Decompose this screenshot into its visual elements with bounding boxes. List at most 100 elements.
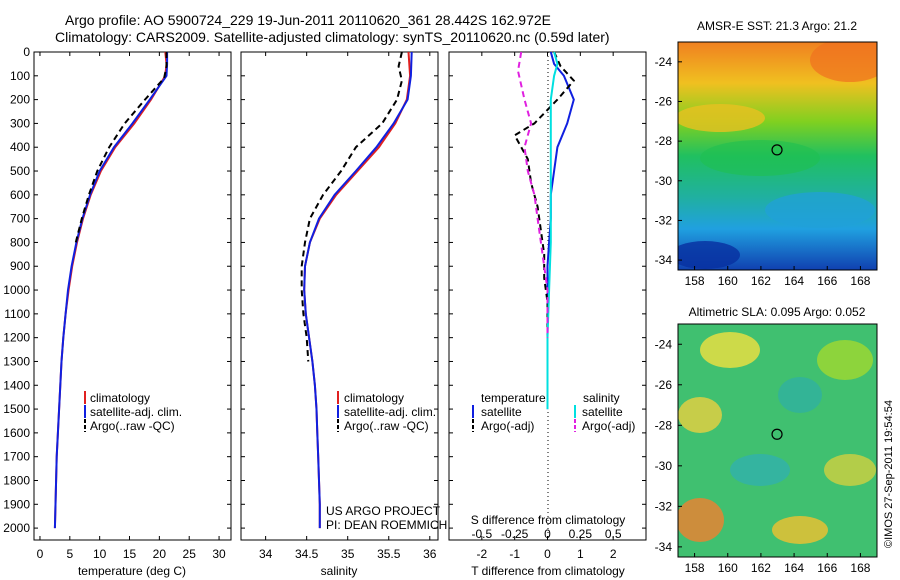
x-tick-label: -1	[509, 547, 520, 561]
sst-map-ticks: 158 160 162 164 166 168 -24 -26 -28 -30 -32 -34	[655, 55, 871, 288]
s-tick-label: 0.5	[605, 527, 622, 541]
sla-low-1	[778, 377, 822, 413]
difference-legend: temperature salinity satellite Argo(-adj…	[472, 391, 635, 433]
depth-y-ticks: 0 100 200 300 400 500 600 700 800 900 1000 1100 1200…	[3, 45, 231, 535]
sla-map-frame	[677, 323, 878, 558]
pi-label: PI: DEAN ROEMMICH	[326, 518, 447, 532]
x-tick-label: -2	[476, 547, 487, 561]
sla-high-1	[700, 332, 760, 368]
x-tick-label: 0	[37, 547, 44, 561]
sla-heatmap	[678, 324, 877, 557]
map-x-tick-label: 166	[817, 274, 837, 288]
legend-header-temperature: temperature	[481, 391, 546, 405]
map-x-tick-label: 162	[751, 274, 771, 288]
series-line-1	[303, 51, 413, 529]
s-difference-label: S difference from climatology	[471, 513, 626, 527]
y-tick-label: 2000	[3, 521, 30, 535]
y-tick-label: 0	[23, 45, 30, 59]
legend-label-satellite-adj: satellite-adj. clim.	[344, 405, 436, 419]
salinity-profile-panel: 34 34.5 35 35.5 36 climatology satellite-adj…	[240, 51, 447, 578]
y-tick-label: 1000	[3, 283, 30, 297]
s-tick-label: -0.5	[471, 527, 492, 541]
map-y-tick-label: -28	[655, 418, 673, 432]
difference-x-ticks: -2 -1 0 1 2	[476, 52, 617, 561]
map-y-tick-label: -26	[655, 378, 673, 392]
s-tick-label: 0.25	[569, 527, 593, 541]
x-tick-label: 36	[423, 547, 437, 561]
salinity-plot-frame	[240, 51, 439, 541]
y-tick-label: 500	[10, 164, 30, 178]
difference-series	[513, 51, 576, 410]
sst-warm-band	[678, 104, 765, 132]
map-x-tick-label: 164	[784, 274, 804, 288]
temperature-series	[53, 51, 169, 529]
temperature-legend: climatology satellite-adj. clim. Argo(..…	[84, 391, 182, 433]
legend-label-climatology: climatology	[90, 391, 150, 405]
map-y-tick-label: -32	[655, 213, 673, 227]
map-y-tick-label: -34	[655, 253, 673, 267]
x-tick-label: 2	[610, 547, 617, 561]
y-tick-label: 800	[10, 235, 30, 249]
legend-label-argo: Argo(..raw -QC)	[90, 419, 175, 433]
y-tick-label: 1300	[3, 354, 30, 368]
x-tick-label: 1	[577, 547, 584, 561]
x-tick-label: 15	[123, 547, 137, 561]
x-tick-label: 5	[66, 547, 73, 561]
map-y-tick-label: -28	[655, 134, 673, 148]
series-line-2	[300, 51, 403, 362]
sla-map-ticks: 158 160 162 164 166 168 -24 -26 -28 -30 -32 -34	[655, 337, 871, 575]
x-tick-label: 20	[153, 547, 167, 561]
salinity-x-label: salinity	[321, 564, 358, 578]
x-tick-label: 35	[341, 547, 355, 561]
y-tick-label: 1600	[3, 426, 30, 440]
y-tick-label: 200	[10, 93, 30, 107]
map-x-tick-label: 168	[850, 274, 870, 288]
sst-cool-tongue	[765, 192, 875, 228]
sst-map-panel: AMSR-E SST: 21.3 Argo: 21.2 158 160 162 164…	[655, 19, 878, 288]
sla-high-2	[817, 340, 873, 380]
legend-label-temp-satellite: satellite	[481, 405, 522, 419]
sla-high-3	[678, 397, 722, 433]
map-x-tick-label: 168	[850, 561, 870, 575]
series-line-3	[516, 51, 549, 338]
map-y-tick-label: -24	[655, 55, 673, 69]
map-x-tick-label: 160	[718, 561, 738, 575]
x-tick-label: 25	[183, 547, 197, 561]
series-line-2	[546, 51, 559, 410]
temperature-plot-frame	[33, 51, 232, 541]
y-tick-label: 1400	[3, 378, 30, 392]
project-label: US ARGO PROJECT	[326, 504, 441, 518]
sla-high-4	[824, 454, 876, 486]
map-x-tick-label: 162	[751, 561, 771, 575]
x-tick-label: 34.5	[295, 547, 319, 561]
salinity-y-ticks	[241, 51, 438, 529]
temperature-profile-panel: 0 5 10 15 20 25 30 0 100 200 300 400 500 600 700 800 90…	[3, 45, 232, 578]
salinity-difference-ticks: -0.5 -0.25 0 0.25 0.5	[471, 527, 621, 541]
argo-location-circle	[771, 428, 783, 440]
map-y-tick-label: -30	[655, 174, 673, 188]
timestamp-stamp: ©IMOS 27-Sep-2011 19:54:54	[883, 400, 895, 548]
map-x-tick-label: 158	[685, 274, 705, 288]
x-tick-label: 35.5	[377, 547, 401, 561]
sst-map-frame	[677, 41, 878, 271]
legend-label-temp-argo: Argo(-adj)	[481, 419, 534, 433]
salinity-series	[300, 51, 413, 529]
t-difference-label: T difference from climatology	[471, 564, 625, 578]
map-y-tick-label: -30	[655, 459, 673, 473]
sla-low-2	[730, 454, 790, 486]
sst-warm-patch	[810, 42, 877, 82]
y-tick-label: 100	[10, 69, 30, 83]
salinity-legend: climatology satellite-adj. clim. Argo(..…	[337, 391, 436, 433]
y-tick-label: 1200	[3, 331, 30, 345]
legend-label-sal-argo: Argo(-adj)	[582, 419, 635, 433]
sla-argo-marker	[771, 428, 783, 440]
legend-label-sal-satellite: satellite	[582, 405, 623, 419]
y-tick-label: 600	[10, 188, 30, 202]
sst-cold-patch	[678, 241, 740, 269]
difference-profile-panel: -2 -1 0 1 2 -0.5 -0.25 0 0.25 0.5 temperature sa…	[448, 51, 647, 578]
salinity-x-ticks: 34 34.5 35 35.5 36	[259, 52, 437, 561]
legend-label-argo: Argo(..raw -QC)	[344, 419, 429, 433]
y-tick-label: 1900	[3, 497, 30, 511]
map-x-tick-label: 160	[718, 274, 738, 288]
